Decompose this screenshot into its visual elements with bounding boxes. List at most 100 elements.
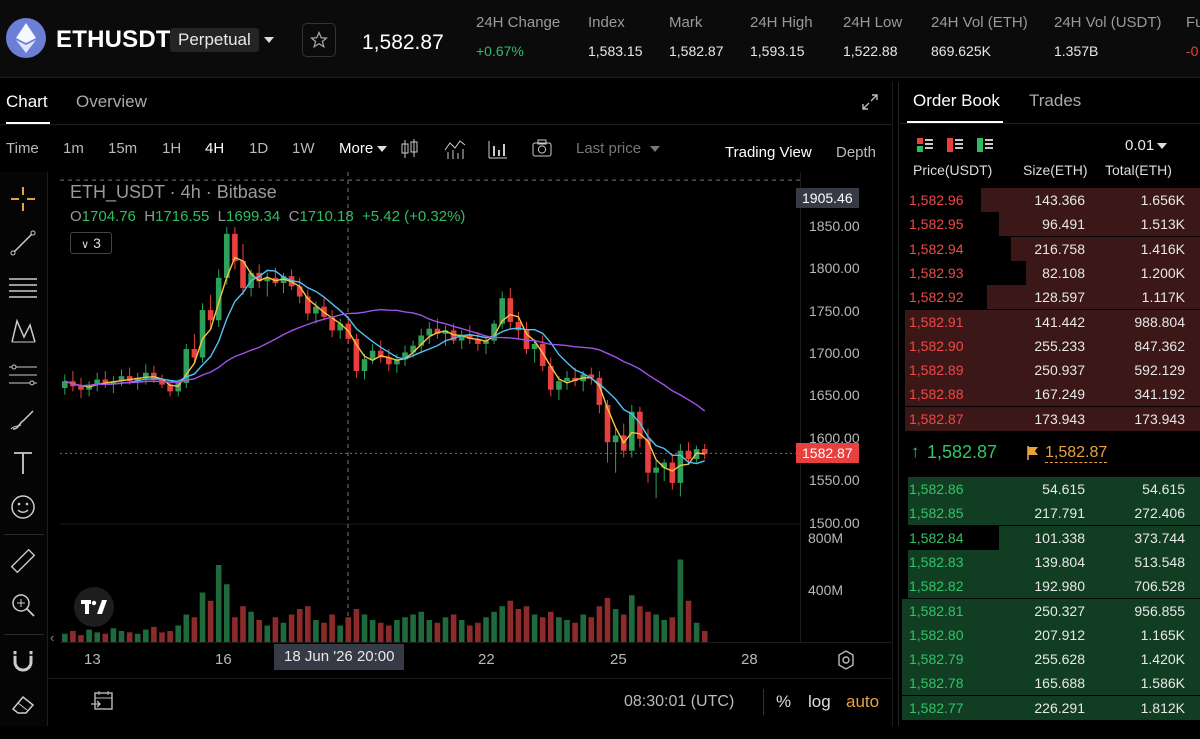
trend-line-tool-icon[interactable] [8,228,38,258]
bid-row[interactable]: 1,582.81 250.327 956.855 [899,598,1200,623]
volume-bar [645,611,651,642]
candle [369,343,376,365]
bid-row[interactable]: 1,582.80 207.912 1.165K [899,622,1200,647]
bid-row[interactable]: 1,582.78 165.688 1.586K [899,671,1200,696]
tradingview-logo-icon[interactable] [74,587,114,627]
horizontal-lines-tool-icon[interactable] [8,272,38,302]
eraser-tool-icon[interactable] [8,688,38,718]
zoom-in-tool-icon[interactable] [8,590,38,620]
brush-tool-icon[interactable] [8,404,38,434]
volume-bar [548,611,554,642]
candle [531,338,538,363]
candle-type-icon[interactable] [400,138,420,165]
scale-log-toggle[interactable]: log [808,692,831,711]
timeframe-1d[interactable]: 1D [249,140,269,157]
scroll-left-icon[interactable]: ‹ [50,630,55,645]
favorite-star-button[interactable] [302,23,336,57]
mark-price[interactable]: 1,582.87 [1045,444,1108,463]
candle [564,371,570,390]
timeframe-1m[interactable]: 1m [63,140,84,157]
book-asks-only-icon[interactable] [947,138,963,152]
book-both-sides-icon[interactable] [917,138,933,152]
depth-bar [998,212,1200,237]
depth-bar [902,671,1200,696]
ask-row[interactable]: 1,582.89 250.937 592.129 [899,358,1200,383]
indicators-toggle-button[interactable]: ∨ 3 [70,232,112,254]
candle [548,357,554,397]
chart-settings-gear-icon[interactable] [836,650,856,675]
order-total: 341.192 [1134,386,1185,403]
order-price: 1,582.88 [909,386,964,403]
order-size: 143.366 [1034,192,1085,208]
stat-label: 24H Low [843,14,903,31]
ruler-tool-icon[interactable] [8,546,38,576]
precision-select[interactable]: 0.01 [1125,137,1155,154]
ask-row[interactable]: 1,582.94 216.758 1.416K [899,236,1200,261]
volume-bars-icon[interactable] [488,138,508,165]
stat-label: 24H Vol (USDT) [1054,14,1162,31]
ask-row[interactable]: 1,582.92 128.597 1.117K [899,285,1200,310]
ask-row[interactable]: 1,582.87 173.943 173.943 [899,406,1200,431]
symbol-dropdown-caret-icon[interactable] [264,37,274,43]
ask-row[interactable]: 1,582.90 255.233 847.362 [899,333,1200,358]
volume-bar [637,606,643,642]
date-range-calendar-icon[interactable] [90,689,114,718]
camera-snapshot-icon[interactable] [532,138,552,163]
scale-percent-toggle[interactable]: % [776,692,792,711]
depth-bar [908,574,1200,599]
volume-bar [386,625,392,642]
candle [110,376,117,394]
tab-chart[interactable]: Chart [6,92,48,111]
volume-bar [167,631,173,642]
bid-row[interactable]: 1,582.77 226.291 1.812K [899,695,1200,720]
volume-bar [580,614,586,642]
bid-row[interactable]: 1,582.79 255.628 1.420K [899,647,1200,672]
fullscreen-expand-icon[interactable] [862,94,878,115]
candle [669,454,676,490]
more-caret-icon[interactable] [377,146,387,152]
contract-type-badge[interactable]: Perpetual [170,28,259,52]
symbol-name[interactable]: ETHUSDT [56,26,171,53]
ask-row[interactable]: 1,582.91 141.442 988.804 [899,309,1200,334]
tab-trades[interactable]: Trades [1029,91,1082,110]
timeframe-1w[interactable]: 1W [292,140,315,157]
bid-row[interactable]: 1,582.86 54.615 54.615 [899,477,1200,501]
pattern-tool-icon[interactable] [8,316,38,346]
candle [507,288,514,329]
fibonacci-tool-icon[interactable] [8,360,38,390]
timeframe-1h[interactable]: 1H [162,140,182,157]
depth-bar [998,525,1200,550]
text-tool-icon[interactable] [8,448,38,478]
emoji-tool-icon[interactable] [8,492,38,522]
stat-label: 24H High [750,14,813,31]
ask-row[interactable]: 1,582.95 96.491 1.513K [899,212,1200,237]
ask-row[interactable]: 1,582.96 143.366 1.656K [899,188,1200,212]
magnet-tool-icon[interactable] [8,646,38,676]
indicators-icon[interactable] [444,138,466,165]
timeframe-15m[interactable]: 15m [108,140,138,157]
ask-row[interactable]: 1,582.93 82.108 1.200K [899,260,1200,285]
view-depth[interactable]: Depth [836,144,877,161]
price-source-select[interactable]: Last price [576,140,642,157]
view-trading-view[interactable]: Trading View [725,144,812,161]
depth-bar [902,647,1200,672]
scale-auto-toggle[interactable]: auto [846,692,880,711]
crosshair-tool-icon[interactable] [8,184,38,214]
bid-row[interactable]: 1,582.85 217.791 272.406 [899,501,1200,526]
timeframe-time[interactable]: Time [6,140,39,157]
utc-clock[interactable]: 08:30:01 (UTC) [624,693,735,710]
bid-row[interactable]: 1,582.83 139.804 513.548 [899,549,1200,574]
timeframe-4h[interactable]: 4H [205,140,225,157]
timeframe-more[interactable]: More [339,140,374,157]
price-source-caret-icon[interactable] [650,146,660,152]
tab-overview[interactable]: Overview [76,92,147,111]
ask-row[interactable]: 1,582.88 167.249 341.192 [899,382,1200,407]
book-bids-only-icon[interactable] [977,138,993,152]
candle [661,459,667,482]
tab-order-book[interactable]: Order Book [913,91,1000,110]
candlestick-chart[interactable] [60,172,800,672]
precision-caret-icon[interactable] [1157,143,1167,149]
bid-row[interactable]: 1,582.82 192.980 706.528 [899,574,1200,599]
bid-row[interactable]: 1,582.84 101.338 373.744 [899,525,1200,550]
volume-bar [523,606,530,642]
